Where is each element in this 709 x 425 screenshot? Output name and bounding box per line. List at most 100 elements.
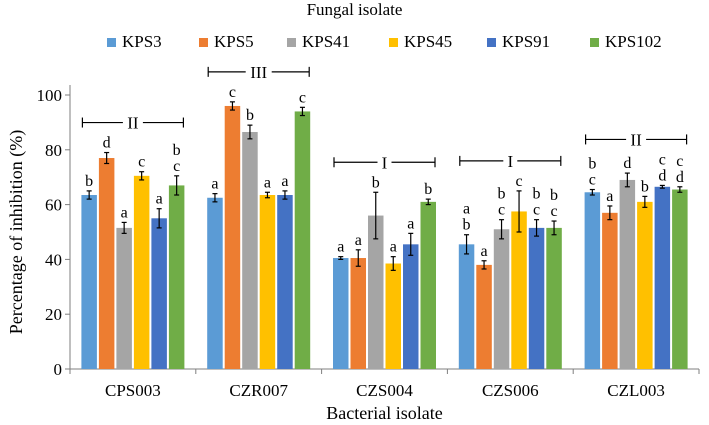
group-bracket-label-bg [245, 62, 272, 80]
group-bracket-label-bg [122, 113, 143, 131]
group-bracket-label: II [127, 114, 139, 133]
significance-letter: a [480, 243, 487, 260]
bar-kps3-cps003 [81, 195, 97, 369]
legend-label: KPS5 [214, 32, 254, 51]
legend-label: KPS91 [502, 32, 551, 51]
legend-item-kps45: KPS45 [389, 30, 452, 54]
legend-swatch [287, 37, 296, 47]
bar-kps45-czl003 [637, 201, 653, 369]
significance-letter: a [337, 239, 344, 256]
legend-item-kps3: KPS3 [107, 30, 162, 54]
significance-letter: b [463, 217, 471, 234]
significance-letter: b [533, 186, 541, 203]
bar-kps45-czs006 [511, 211, 527, 369]
x-tick-label: CZS006 [482, 381, 539, 400]
legend-label: KPS3 [122, 32, 162, 51]
significance-letter: c [676, 153, 683, 170]
significance-letter: a [211, 176, 218, 193]
significance-letter: c [533, 202, 540, 219]
significance-letter: b [173, 142, 181, 159]
significance-letter: c [299, 89, 306, 106]
significance-letter: b [372, 174, 380, 191]
significance-letter: a [463, 201, 470, 218]
legend-label: KPS41 [302, 32, 351, 51]
significance-letter: c [138, 154, 145, 171]
bar-kps41-czr007 [242, 131, 258, 369]
y-tick-label: 60 [45, 196, 62, 215]
group-bracket-label: I [382, 153, 388, 172]
legend-label: KPS102 [605, 32, 662, 51]
bar-kps5-czr007 [224, 105, 241, 370]
significance-letter: b [550, 187, 558, 204]
bar-kps102-czl003 [672, 189, 688, 369]
bar-kps5-czs004 [350, 258, 366, 369]
bar-kps41-czl003 [619, 179, 636, 369]
bar-kps3-czs004 [333, 258, 349, 369]
significance-letter: b [498, 186, 506, 203]
group-bracket-label: III [250, 63, 267, 82]
legend-swatch [389, 37, 398, 47]
significance-letter: b [424, 181, 432, 198]
bar-kps3-czr007 [207, 197, 223, 369]
significance-letter: c [173, 158, 180, 175]
legend-swatch [107, 37, 116, 47]
significance-letter: c [229, 84, 236, 101]
bar-kps3-czl003 [584, 192, 601, 369]
bar-kps5-cps003 [98, 158, 115, 369]
bar-kps91-czr007 [277, 195, 293, 369]
bar-kps41-czs004 [368, 215, 384, 369]
bar-kps91-czs004 [403, 244, 419, 369]
significance-letter: a [390, 239, 397, 256]
legend-title: Fungal isolate [306, 0, 403, 19]
x-tick-label: CZL003 [607, 381, 665, 400]
bar-kps91-czs006 [528, 227, 545, 369]
legend-label: KPS45 [404, 32, 453, 51]
bar-kps41-cps003 [116, 227, 132, 369]
group-bracket-label-bg [626, 130, 647, 148]
significance-letter: b [588, 156, 596, 173]
bar-kps91-cps003 [151, 218, 167, 369]
bar-kps102-czs004 [420, 201, 436, 369]
legend-item-kps5: KPS5 [199, 30, 254, 54]
group-bracket-label: I [507, 152, 513, 171]
significance-letter: d [676, 169, 684, 186]
x-tick-label: CZR007 [229, 381, 288, 400]
significance-letter: a [156, 191, 163, 208]
bar-kps102-cps003 [168, 185, 185, 369]
x-tick-label: CPS003 [105, 381, 161, 400]
y-tick-label: 80 [45, 141, 62, 160]
significance-letter: c [515, 173, 522, 190]
bar-kps45-czs004 [385, 263, 401, 369]
significance-letter: b [641, 178, 649, 195]
legend-item-kps91: KPS91 [487, 30, 550, 54]
y-tick-label: 40 [45, 250, 62, 269]
bar-kps45-czr007 [259, 195, 276, 369]
significance-letter: a [407, 215, 414, 232]
y-tick-label: 0 [54, 360, 63, 379]
legend: KPS3 KPS5 KPS41 KPS45 KPS91 KPS102 [0, 30, 709, 54]
legend-swatch [487, 37, 496, 47]
significance-letter: c [498, 202, 505, 219]
bar-kps91-czl003 [654, 186, 671, 369]
significance-letter: a [355, 232, 362, 249]
significance-letter: b [85, 173, 93, 190]
legend-swatch [199, 37, 208, 47]
significance-letter: b [246, 107, 254, 124]
bar-kps45-cps003 [133, 175, 150, 369]
significance-letter: c [659, 151, 666, 168]
bar-kps102-czs006 [546, 227, 562, 369]
significance-letter: c [589, 172, 596, 189]
bar-kps5-czl003 [602, 212, 618, 369]
y-tick-label: 100 [37, 86, 63, 105]
bar-kps5-czs006 [476, 264, 492, 369]
significance-letter: d [103, 135, 111, 152]
legend-item-kps41: KPS41 [287, 30, 350, 54]
group-bracket-label-bg [503, 151, 518, 169]
legend-swatch [590, 37, 599, 47]
significance-letter: d [658, 167, 666, 184]
legend-item-kps102: KPS102 [590, 30, 662, 54]
group-bracket-label-bg [377, 153, 392, 171]
group-bracket-label: II [630, 130, 642, 149]
y-tick-label: 20 [45, 305, 62, 324]
